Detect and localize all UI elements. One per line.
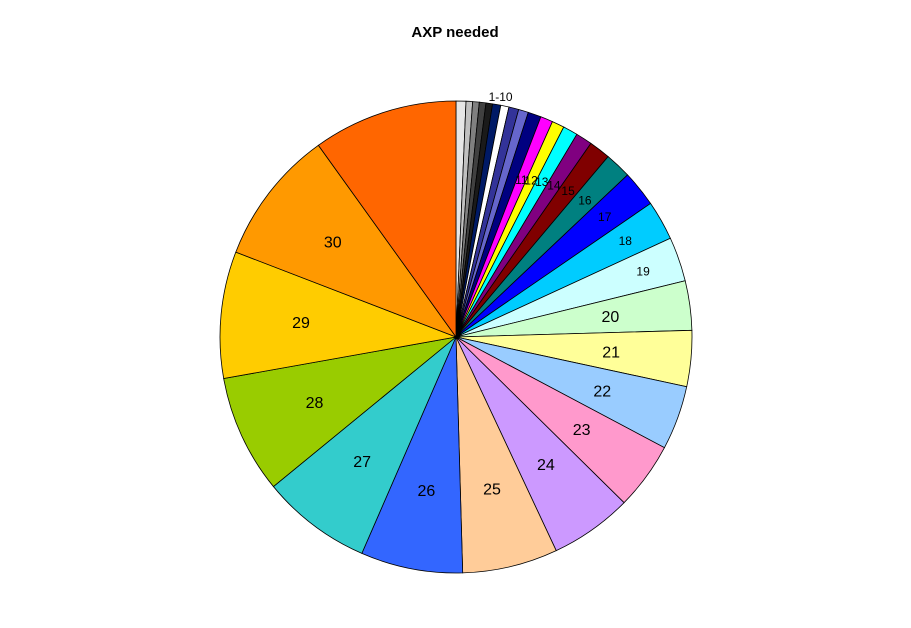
slice-label: 30 <box>324 235 342 252</box>
pie-slice <box>361 336 464 574</box>
pie-slice <box>219 251 458 379</box>
pie-slice <box>235 144 458 338</box>
pie-slice <box>317 100 457 339</box>
slice-label: 18 <box>619 234 633 248</box>
slice-label: 29 <box>292 315 310 332</box>
slice-label: 17 <box>598 210 612 224</box>
slice-label: 11 <box>515 173 528 187</box>
slice-label: 15 <box>561 184 575 198</box>
slice-label: 19 <box>636 265 650 279</box>
slice-label: 12 <box>524 174 538 188</box>
slice-label: 21 <box>602 344 620 361</box>
slice-label: 13 <box>535 175 549 189</box>
slice-label: 27 <box>353 454 371 471</box>
slice-label: 20 <box>602 309 620 326</box>
slice-label: 26 <box>418 483 436 500</box>
slice-label: 24 <box>537 457 555 474</box>
pie-slices <box>219 100 693 574</box>
slice-label: 1-10 <box>489 90 513 104</box>
slice-label: 23 <box>573 422 591 439</box>
slice-label: 28 <box>306 395 324 412</box>
slice-label: 25 <box>483 482 501 499</box>
chart-title: AXP needed <box>411 24 498 41</box>
slice-label: 16 <box>578 194 592 208</box>
slice-label: 14 <box>547 178 561 192</box>
slice-label: 22 <box>593 383 611 400</box>
pie-slice <box>272 336 457 554</box>
pie-slice <box>223 336 458 488</box>
